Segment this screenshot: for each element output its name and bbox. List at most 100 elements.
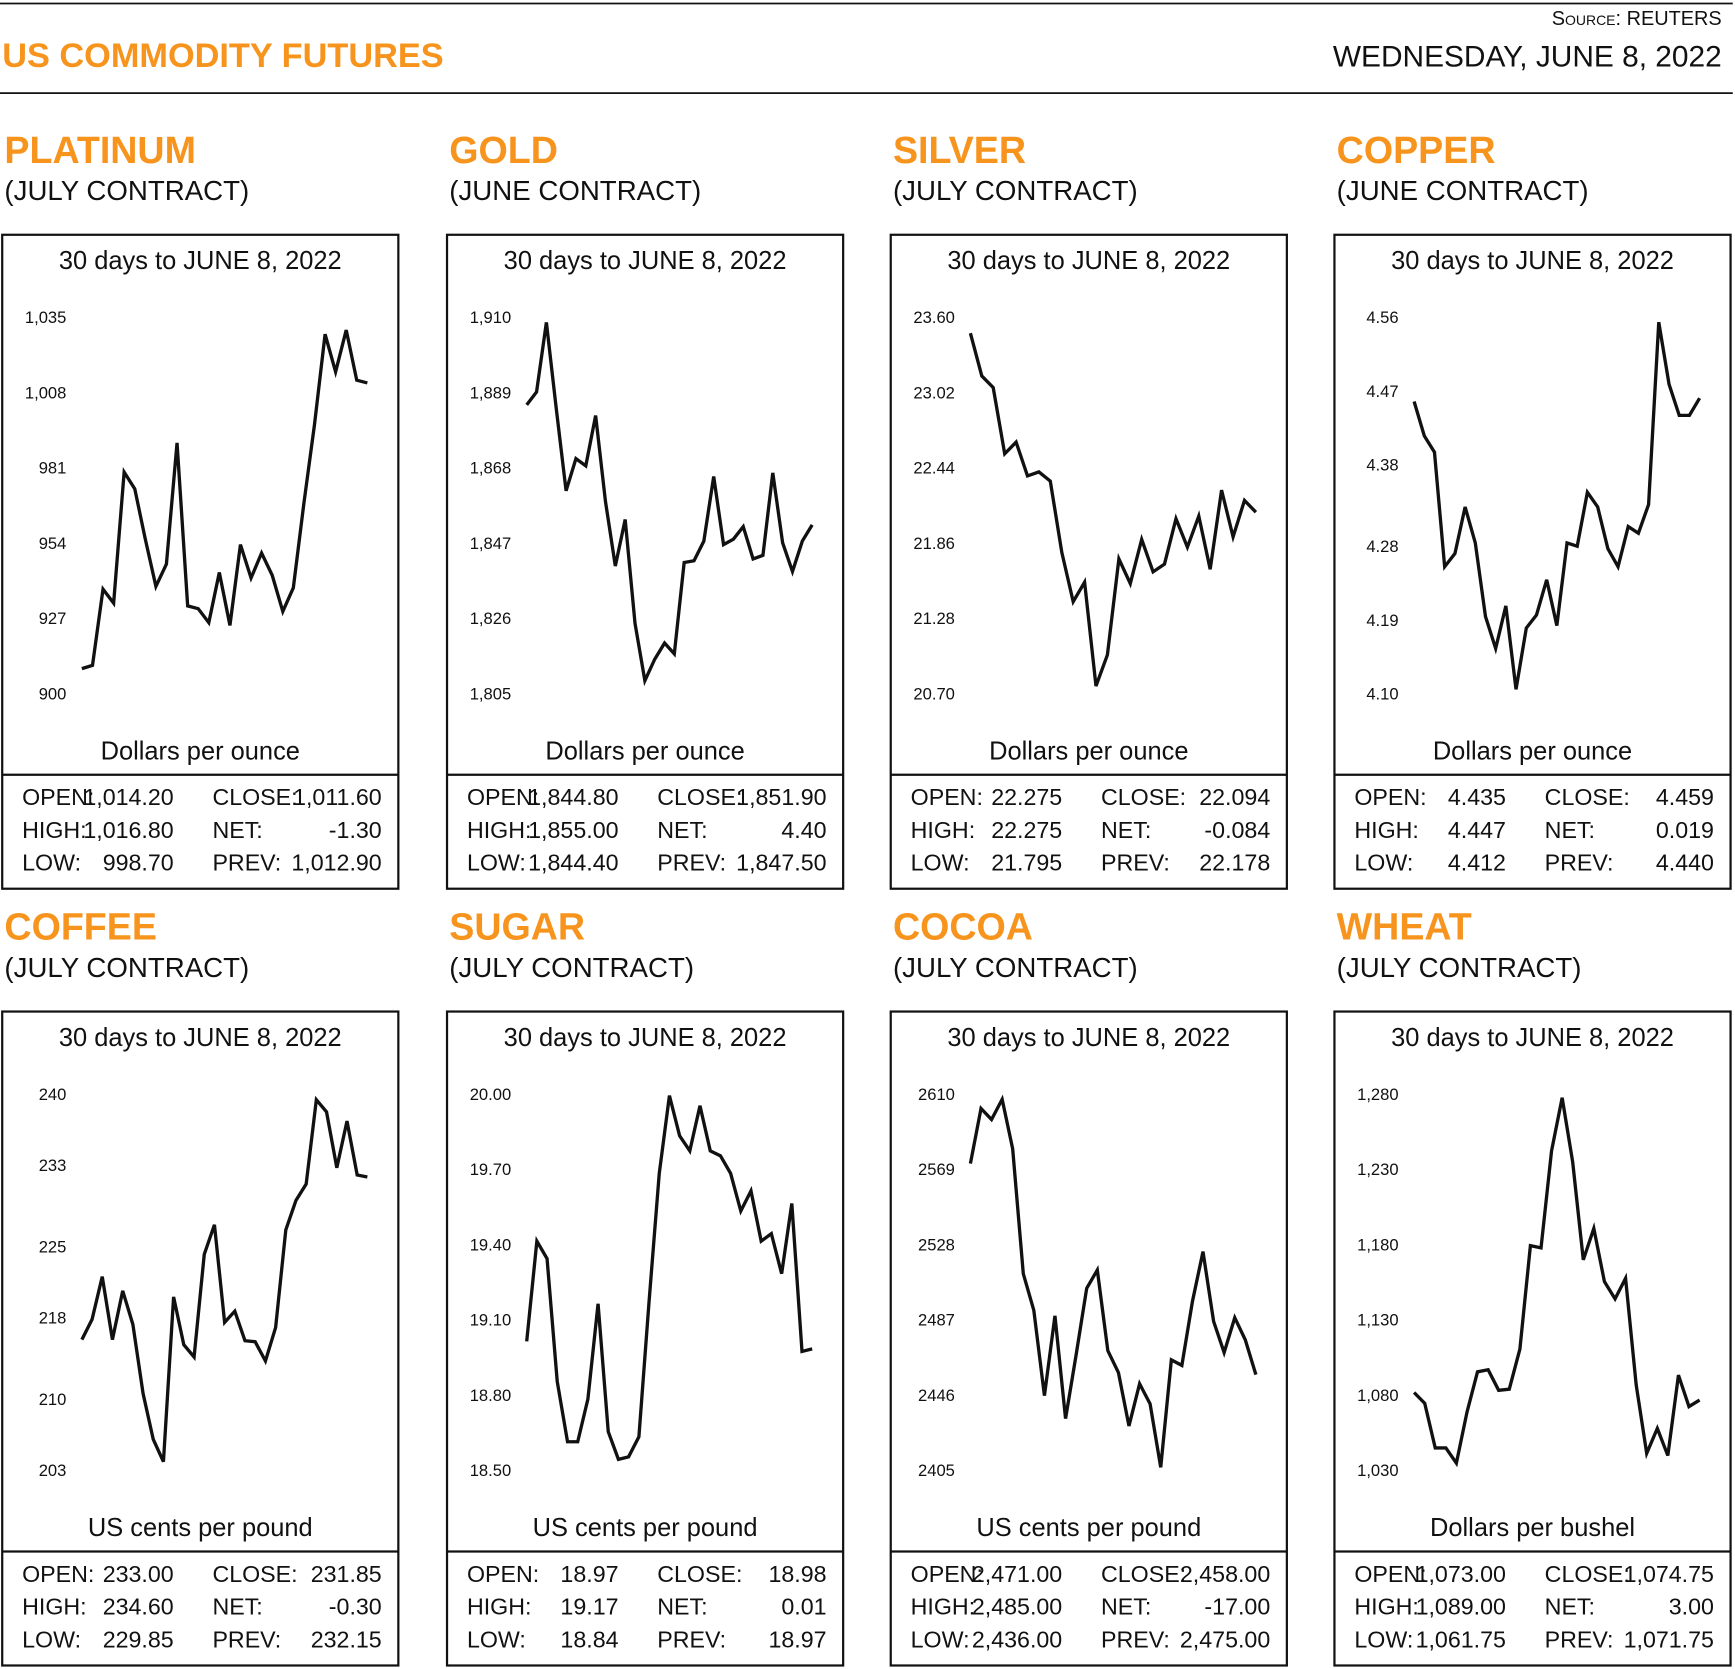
y-axis-label: Dollars per ounce xyxy=(1433,737,1632,765)
stat-label: OPEN: xyxy=(911,1561,983,1587)
chart-title: 30 days to JUNE 8, 2022 xyxy=(947,1024,1230,1052)
stat-value: 4.435 xyxy=(1448,784,1506,810)
date: WEDNESDAY, JUNE 8, 2022 xyxy=(1333,41,1722,74)
y-tick-label: 203 xyxy=(39,1461,67,1480)
stat-value: 1,014.20 xyxy=(83,784,173,810)
stat-label: LOW: xyxy=(467,1626,526,1652)
y-tick-label: 1,030 xyxy=(1357,1461,1399,1480)
stat-label: NET: xyxy=(1545,1594,1595,1620)
stat-value: 2,436.00 xyxy=(972,1626,1062,1652)
y-tick-label: 20.70 xyxy=(913,684,955,703)
price-line xyxy=(525,322,814,687)
stat-value: 4.447 xyxy=(1448,817,1506,843)
stat-value: -1.30 xyxy=(329,817,382,843)
y-tick-label: 2569 xyxy=(918,1160,955,1179)
stat-value: -17.00 xyxy=(1204,1594,1270,1620)
stat-label: LOW: xyxy=(911,1626,970,1652)
stat-label: PREV: xyxy=(657,850,726,876)
y-tick-label: 23.02 xyxy=(913,383,955,402)
stat-label: LOW: xyxy=(1354,850,1413,876)
y-tick-label: 1,889 xyxy=(470,383,511,402)
y-tick-label: 4.47 xyxy=(1366,382,1398,401)
stat-label: LOW: xyxy=(467,850,526,876)
chart-box xyxy=(889,233,1288,890)
y-tick-label: 2528 xyxy=(918,1235,955,1254)
contract: (JULY CONTRACT) xyxy=(4,952,249,983)
y-tick-label: 4.10 xyxy=(1366,684,1398,703)
stat-value: 229.85 xyxy=(103,1626,174,1652)
stat-label: LOW: xyxy=(22,850,81,876)
y-tick-label: 1,826 xyxy=(470,609,511,628)
stat-value: 1,851.90 xyxy=(736,784,826,810)
y-tick-label: 19.10 xyxy=(470,1311,511,1330)
stat-value: 1,844.40 xyxy=(528,850,618,876)
source-label: Source: xyxy=(1552,8,1621,30)
price-line xyxy=(968,332,1258,687)
source: Source: REUTERS xyxy=(1552,8,1722,30)
stat-value: 4.459 xyxy=(1656,784,1714,810)
contract: (JULY CONTRACT) xyxy=(1337,952,1582,983)
stat-value: 18.97 xyxy=(560,1561,618,1587)
y-axis-label: US cents per pound xyxy=(976,1514,1201,1542)
stat-value: 22.275 xyxy=(991,784,1062,810)
y-tick-label: 1,008 xyxy=(25,383,67,402)
y-tick-label: 18.50 xyxy=(470,1461,511,1480)
stat-label: HIGH: xyxy=(467,1594,532,1620)
stat-label: LOW: xyxy=(911,850,970,876)
stat-label: OPEN: xyxy=(467,1561,539,1587)
contract: (JUNE CONTRACT) xyxy=(449,175,701,206)
stat-label: HIGH: xyxy=(1354,817,1418,843)
y-tick-label: 2405 xyxy=(918,1461,955,1480)
y-tick-label: 1,080 xyxy=(1357,1386,1399,1405)
stat-label: OPEN: xyxy=(467,784,539,810)
y-tick-label: 1,847 xyxy=(470,534,511,553)
contract: (JULY CONTRACT) xyxy=(893,175,1138,206)
chart-box xyxy=(1,1010,400,1667)
stat-label: LOW: xyxy=(1354,1626,1413,1652)
price-line xyxy=(80,1095,368,1463)
stat-label: PREV: xyxy=(212,1626,281,1652)
contract: (JULY CONTRACT) xyxy=(4,175,249,206)
stat-value: 22.094 xyxy=(1199,784,1270,810)
y-tick-label: 218 xyxy=(39,1309,67,1328)
chart-title: 30 days to JUNE 8, 2022 xyxy=(1391,247,1674,275)
stat-label: HIGH: xyxy=(911,1594,976,1620)
stat-value: 4.40 xyxy=(781,817,826,843)
y-tick-label: 1,035 xyxy=(25,308,67,327)
chart-title: 30 days to JUNE 8, 2022 xyxy=(504,1024,787,1052)
stat-value: 1,089.00 xyxy=(1416,1594,1506,1620)
price-line xyxy=(81,329,368,671)
commodity-name: GOLD xyxy=(449,129,558,171)
stat-value: 4.412 xyxy=(1448,850,1506,876)
stat-value: 1,061.75 xyxy=(1416,1626,1506,1652)
stat-value: 1,071.75 xyxy=(1624,1626,1714,1652)
stat-label: CLOSE: xyxy=(1101,1561,1186,1587)
y-tick-label: 18.80 xyxy=(470,1386,511,1405)
stat-value: 232.15 xyxy=(311,1626,382,1652)
chart-title: 30 days to JUNE 8, 2022 xyxy=(947,247,1230,275)
stat-label: CLOSE: xyxy=(1545,1561,1630,1587)
stat-value: 233.00 xyxy=(103,1561,174,1587)
stat-value: 19.17 xyxy=(560,1594,618,1620)
stat-value: -0.30 xyxy=(329,1594,382,1620)
stat-label: PREV: xyxy=(212,850,281,876)
stat-value: 18.98 xyxy=(768,1561,826,1587)
stat-label: NET: xyxy=(212,1594,262,1620)
commodity-name: WHEAT xyxy=(1337,906,1472,948)
y-axis-label: Dollars per bushel xyxy=(1430,1514,1635,1542)
chart-box xyxy=(1,233,400,890)
y-tick-label: 21.86 xyxy=(913,534,955,553)
y-tick-label: 4.38 xyxy=(1366,455,1398,474)
contract: (JUNE CONTRACT) xyxy=(1337,175,1589,206)
y-tick-label: 23.60 xyxy=(913,308,955,327)
stat-value: 1,074.75 xyxy=(1624,1561,1714,1587)
y-axis-label: US cents per pound xyxy=(533,1514,758,1542)
y-tick-label: 1,130 xyxy=(1357,1311,1399,1330)
stat-value: 2,475.00 xyxy=(1180,1626,1270,1652)
chart-box xyxy=(445,233,845,890)
chart-box xyxy=(1333,233,1732,890)
y-tick-label: 2487 xyxy=(918,1311,955,1330)
source-name: REUTERS xyxy=(1627,8,1722,30)
y-tick-label: 233 xyxy=(39,1156,67,1175)
chart-box xyxy=(445,1010,845,1667)
